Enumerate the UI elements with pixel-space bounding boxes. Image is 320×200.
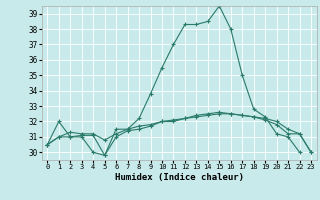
X-axis label: Humidex (Indice chaleur): Humidex (Indice chaleur) <box>115 173 244 182</box>
